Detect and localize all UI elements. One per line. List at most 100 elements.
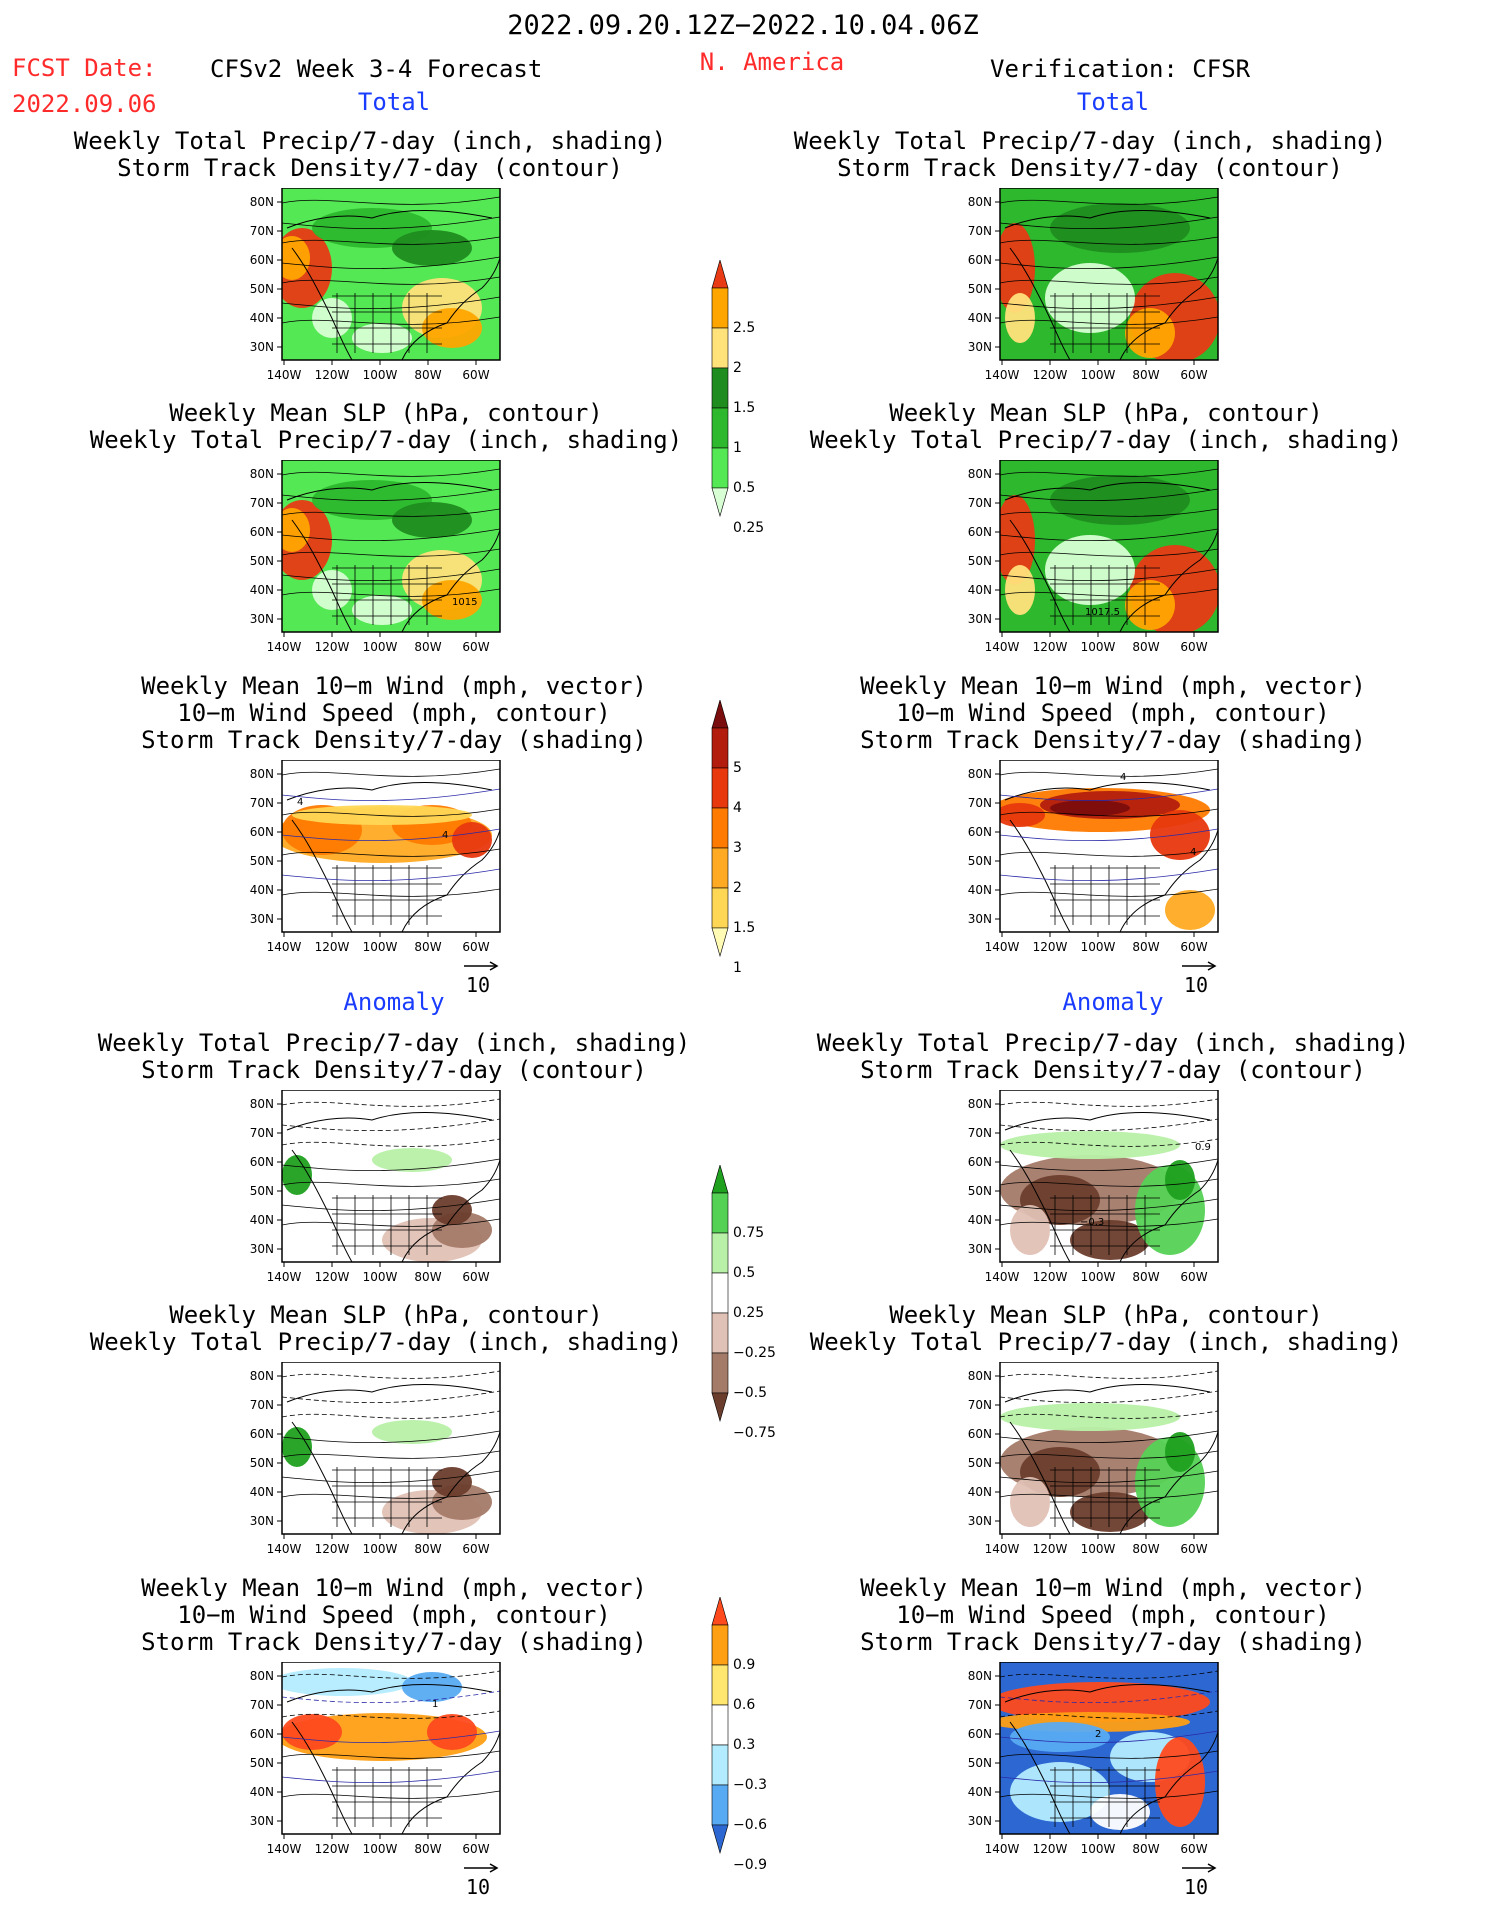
colorbar-label: 1.5: [733, 400, 755, 416]
colorbar-segment: [711, 1624, 729, 1666]
contour-lines: [282, 1670, 500, 1799]
title-precip-total-left: Weekly Total Precip/7-day (inch, shading…: [73, 127, 667, 182]
contour-lines: [282, 468, 500, 597]
vector-scale-anom-left: 10: [462, 1860, 502, 1899]
shading-region: [1000, 495, 1035, 585]
vector-arrow-icon: [1182, 961, 1217, 971]
lon-tick-label: 140W: [267, 368, 302, 382]
lat-tick-label: 30N: [968, 1242, 992, 1256]
shading-region: [1150, 810, 1210, 860]
lon-tick-label: 60W: [462, 368, 489, 382]
vector-arrow-icon: [1182, 1863, 1217, 1873]
lat-tick-label: 30N: [250, 912, 274, 926]
map-frame: [999, 760, 1219, 933]
colorbar-label: 4: [733, 800, 742, 816]
map-frame: [999, 1662, 1219, 1835]
map-frame: [999, 188, 1219, 361]
lat-tick-label: 40N: [968, 883, 992, 897]
colorbar-label: 1.5: [733, 920, 755, 936]
title-wind-total-left: Weekly Mean 10−m Wind (mph, vector) 10−m …: [141, 672, 647, 754]
section-anomaly-left: Anomaly: [343, 988, 445, 1016]
vector-scale-value: 10: [466, 1875, 491, 1899]
colorbar-label: 0.5: [733, 1265, 755, 1281]
colorbar-storm-total: 5 4 3 2 1.5 1: [711, 700, 755, 976]
lat-tick-label: 50N: [968, 554, 992, 568]
colorbar-label: 2: [733, 360, 742, 376]
colorbar-segment: [711, 1704, 729, 1746]
map-precip-anom-left: 80N 70N 60N 50N 40N 30N 140W 120W 100W 80W 60W: [250, 1090, 501, 1284]
colorbar-segment: [711, 327, 729, 369]
lat-tick-label: 70N: [250, 1398, 274, 1412]
lat-tick-label: 50N: [968, 1184, 992, 1198]
vector-scale-total-right: 10: [1180, 958, 1220, 997]
lon-tick-label: 120W: [1033, 368, 1068, 382]
colorbar-segment: [711, 1744, 729, 1786]
shading-region: [372, 1420, 452, 1444]
lat-tick-label: 80N: [968, 467, 992, 481]
map-frame: [281, 460, 501, 633]
lat-tick-label: 70N: [968, 1126, 992, 1140]
colorbar-label: 0.9: [733, 1657, 755, 1673]
lon-tick-label: 60W: [1180, 640, 1207, 654]
map-slp-anom-right: 80N 70N 60N 50N 40N 30N 140W 120W 100W 80W 60W: [968, 1362, 1219, 1556]
colorbar-segment: [711, 887, 729, 929]
state-borders: [332, 865, 442, 925]
model-title: CFSv2 Week 3-4 Forecast: [210, 55, 543, 83]
lon-tick-label: 140W: [985, 940, 1020, 954]
title-precip-anom-right: Weekly Total Precip/7-day (inch, shading…: [816, 1029, 1410, 1084]
colorbar-label: −0.3: [733, 1777, 767, 1793]
vector-scale-value: 10: [1184, 1875, 1209, 1899]
lat-tick-label: 80N: [250, 1669, 274, 1683]
lat-tick-label: 80N: [250, 195, 274, 209]
lat-tick-label: 70N: [968, 224, 992, 238]
lat-tick-label: 80N: [250, 1097, 274, 1111]
lat-tick-label: 40N: [968, 1785, 992, 1799]
colorbar-label: −0.5: [733, 1385, 767, 1401]
shading-region: [422, 308, 482, 348]
colorbar-segment: [711, 1597, 729, 1626]
lon-tick-label: 60W: [1180, 1842, 1207, 1856]
lon-tick-label: 140W: [267, 1842, 302, 1856]
colorbar-label: −0.6: [733, 1817, 767, 1833]
lat-tick-label: 80N: [968, 1669, 992, 1683]
state-borders: [1050, 1467, 1160, 1527]
shading-region: [352, 595, 412, 625]
lat-tick-label: 50N: [250, 854, 274, 868]
lon-tick-label: 120W: [315, 1270, 350, 1284]
colorbar-label: 0.3: [733, 1737, 755, 1753]
lat-tick-label: 50N: [250, 1456, 274, 1470]
lat-tick-label: 60N: [250, 253, 274, 267]
shading-region: [1010, 1722, 1110, 1752]
shading-region: [402, 1672, 462, 1702]
vector-arrow-icon: [464, 1863, 499, 1873]
lon-tick-label: 100W: [1081, 1270, 1116, 1284]
map-frame: [999, 1090, 1219, 1263]
colorbar-label: 0.75: [733, 1225, 764, 1241]
fcst-date: 2022.09.06: [12, 90, 157, 118]
colorbar-label: −0.9: [733, 1857, 767, 1873]
lon-tick-label: 80W: [1132, 368, 1159, 382]
shading-region: [1000, 1682, 1210, 1722]
contour-lines: [282, 196, 500, 325]
fcst-date-label: FCST Date:: [12, 54, 157, 82]
lat-tick-label: 80N: [968, 767, 992, 781]
lon-tick-label: 100W: [363, 1842, 398, 1856]
lat-tick-label: 40N: [250, 1213, 274, 1227]
state-borders: [332, 1195, 442, 1255]
colorbar-segment: [711, 487, 729, 518]
shading-region: [282, 236, 310, 280]
shading-region: [1165, 890, 1215, 930]
lat-tick-label: 70N: [250, 496, 274, 510]
shading-region: [1045, 263, 1135, 333]
lon-tick-label: 80W: [1132, 1270, 1159, 1284]
contour-label: 1015: [452, 597, 477, 608]
colorbar-label: 2: [733, 880, 742, 896]
colorbar-label: 0.25: [733, 520, 764, 536]
shading-region: [452, 822, 492, 858]
lon-tick-label: 120W: [315, 1542, 350, 1556]
shading-region: [1045, 535, 1135, 605]
lat-tick-label: 40N: [250, 583, 274, 597]
colorbar-segment: [711, 1392, 729, 1423]
lat-tick-label: 80N: [968, 1097, 992, 1111]
lon-tick-label: 120W: [1033, 940, 1068, 954]
